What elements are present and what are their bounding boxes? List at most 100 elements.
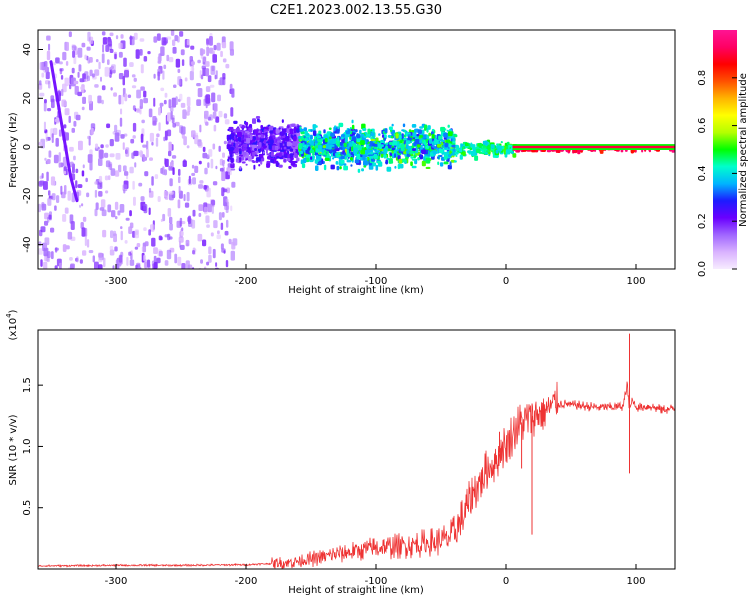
- spectrogram-signal-cell: [230, 133, 235, 139]
- spectrogram-noise-cell: [160, 87, 165, 92]
- spectrogram-signal-cell: [256, 146, 261, 149]
- spectrogram-noise-cell: [175, 96, 178, 105]
- spectrogram-noise-cell: [172, 39, 176, 46]
- spectrogram-signal-cell: [403, 151, 407, 155]
- spectrogram-signal-cell: [269, 130, 275, 134]
- spectrogram-noise-cell: [50, 176, 56, 186]
- spectrogram-noise-cell: [107, 175, 111, 181]
- x-tick-label: -200: [235, 276, 258, 287]
- spectrogram-noise-cell: [187, 106, 191, 113]
- spectrogram-signal-cell: [386, 166, 392, 172]
- spectrogram-noise-cell: [88, 250, 94, 254]
- spectrogram-noise-cell: [73, 120, 77, 127]
- spectrogram-noise-cell: [124, 70, 129, 78]
- spectrogram-noise-cell: [192, 267, 195, 269]
- spectrogram-signal-cell: [362, 128, 367, 131]
- spectrogram-signal-cell: [340, 151, 343, 156]
- spectrogram-noise-cell: [109, 245, 114, 251]
- spectrogram-noise-cell: [102, 44, 105, 53]
- spectrogram-signal-cell: [258, 164, 261, 167]
- spectrogram-noise-cell: [212, 181, 218, 186]
- spectrogram-noise-cell: [225, 205, 229, 213]
- spectrogram-noise-cell: [63, 124, 67, 129]
- spectrogram-noise-cell: [215, 165, 218, 170]
- spectrogram-signal-cell: [411, 165, 417, 169]
- spectrogram-signal-cell: [345, 133, 350, 138]
- spectrogram-signal-cell: [411, 158, 417, 161]
- spectrogram-signal-cell: [326, 151, 330, 154]
- spectrogram-signal-cell: [409, 151, 414, 155]
- spectrogram-signal-cell: [337, 126, 340, 130]
- spectrogram-noise-cell: [124, 240, 128, 244]
- spectrogram-noise-cell: [105, 190, 109, 194]
- spectrogram-signal-cell: [280, 131, 285, 136]
- spectrogram-noise-cell: [98, 158, 103, 166]
- spectrogram-noise-cell: [209, 114, 213, 121]
- spectrogram-signal-cell: [367, 141, 371, 144]
- spectrogram-signal-cell: [459, 154, 463, 160]
- spectrogram-signal-cell: [447, 124, 450, 128]
- spectrogram-noise-cell: [48, 214, 52, 220]
- y-tick-label: 1.0: [22, 438, 33, 454]
- spectrogram-signal-cell: [292, 142, 298, 147]
- spectrogram-noise-cell: [202, 146, 206, 152]
- spectrogram-noise-cell: [198, 160, 202, 165]
- spectrogram-signal-cell: [350, 128, 356, 131]
- spectrogram-signal-cell: [474, 155, 479, 161]
- spectrogram-signal-cell: [452, 148, 456, 152]
- spectrogram-signal-cell: [431, 145, 435, 148]
- spectrogram-signal-cell: [350, 157, 354, 161]
- spectrogram-signal-cell: [260, 134, 264, 139]
- spectrogram-noise-cell: [185, 260, 190, 269]
- spectrogram-noise-cell: [45, 132, 48, 142]
- spectrogram-noise-cell: [61, 88, 64, 97]
- spectrogram-noise-cell: [186, 145, 190, 149]
- spectrogram-noise-cell: [43, 247, 49, 257]
- spectrogram-noise-cell: [215, 70, 218, 80]
- spectrogram-signal-cell: [419, 154, 422, 157]
- spectrogram-noise-cell: [161, 37, 167, 46]
- spectrogram-signal-cell: [291, 123, 296, 127]
- spectrogram-signal-cell: [237, 137, 242, 142]
- spectrogram-noise-cell: [156, 33, 161, 41]
- spectrogram-noise-cell: [137, 51, 141, 55]
- spectrogram-x-label: Height of straight line (km): [288, 285, 424, 296]
- spectrogram-noise-cell: [77, 47, 83, 58]
- spectrogram-noise-cell: [163, 136, 166, 142]
- spectrogram-noise-cell: [65, 168, 68, 176]
- spectrogram-noise-cell: [196, 99, 202, 106]
- spectrogram-signal-cell: [482, 140, 488, 147]
- spectrogram-signal-cell: [368, 146, 372, 149]
- spectrogram-signal-cell: [417, 157, 420, 161]
- spectrogram-noise-cell: [186, 191, 190, 202]
- spectrogram-noise-cell: [141, 119, 145, 124]
- spectrogram-signal-cell: [452, 134, 458, 138]
- spectrogram-noise-cell: [199, 180, 204, 184]
- spectrogram-signal-cell: [455, 154, 458, 157]
- spectrogram-signal-cell: [505, 149, 511, 155]
- spectrogram-noise-cell: [182, 160, 187, 167]
- spectrogram-noise-cell: [217, 94, 221, 102]
- spectrogram-signal-cell: [237, 131, 242, 138]
- spectrogram-noise-cell: [55, 57, 60, 64]
- spectrogram-signal-cell: [361, 147, 364, 152]
- spectrogram-signal-cell: [295, 150, 299, 154]
- spectrogram-noise-cell: [140, 196, 145, 201]
- spectrogram-noise-cell: [143, 154, 146, 162]
- spectrogram-noise-cell: [181, 59, 185, 66]
- spectrogram-signal-cell: [346, 158, 349, 161]
- spectrogram-noise-cell: [153, 97, 156, 107]
- spectrogram-noise-cell: [98, 175, 103, 183]
- spectrogram-noise-cell: [200, 259, 203, 264]
- spectrogram-noise-cell: [191, 164, 195, 169]
- spectrogram-noise-cell: [119, 117, 123, 127]
- spectrogram-noise-cell: [77, 184, 83, 188]
- spectrogram-noise-cell: [177, 36, 180, 43]
- spectrogram-noise-cell: [60, 75, 64, 80]
- spectrogram-signal-cell: [421, 129, 425, 135]
- spectrogram-signal-cell: [397, 152, 402, 156]
- spectrogram-signal-cell: [512, 153, 517, 158]
- spectrogram-noise-cell: [159, 102, 164, 107]
- spectrogram-signal-cell: [275, 142, 280, 146]
- spectrogram-noise-cell: [202, 152, 208, 159]
